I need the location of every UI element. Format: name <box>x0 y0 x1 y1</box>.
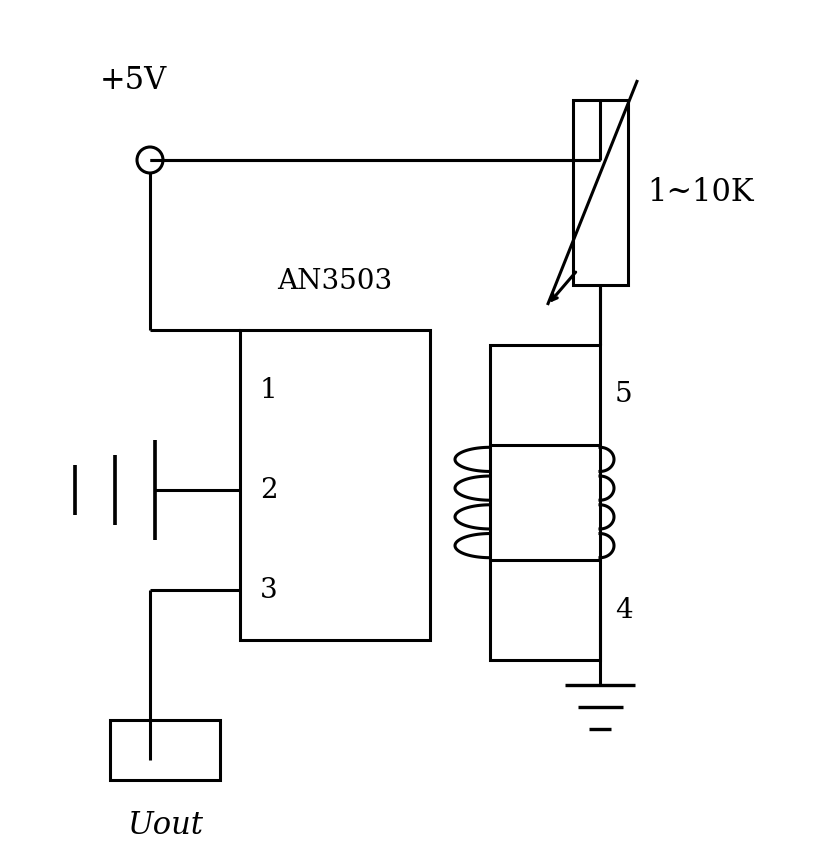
Text: +5V: +5V <box>100 65 168 96</box>
Text: 3: 3 <box>260 576 277 603</box>
Text: 4: 4 <box>615 596 633 623</box>
Text: 5: 5 <box>615 382 633 409</box>
Bar <box>490 560 600 660</box>
Text: Uout: Uout <box>127 810 203 841</box>
Bar <box>572 100 628 285</box>
Text: 1~10K: 1~10K <box>648 177 754 208</box>
Bar <box>490 345 600 445</box>
Bar <box>240 330 430 640</box>
Text: 2: 2 <box>260 477 277 503</box>
Text: 1: 1 <box>260 377 277 404</box>
Text: AN3503: AN3503 <box>277 268 392 295</box>
Bar <box>110 720 220 780</box>
